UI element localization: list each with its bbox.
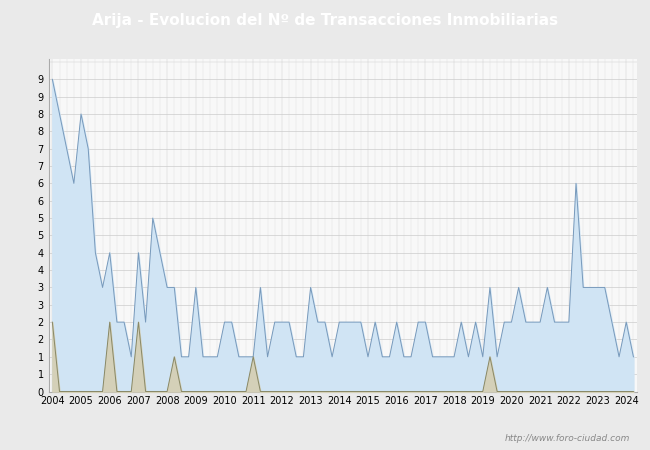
Text: Arija - Evolucion del Nº de Transacciones Inmobiliarias: Arija - Evolucion del Nº de Transaccione… <box>92 13 558 28</box>
Text: http://www.foro-ciudad.com: http://www.foro-ciudad.com <box>505 434 630 443</box>
